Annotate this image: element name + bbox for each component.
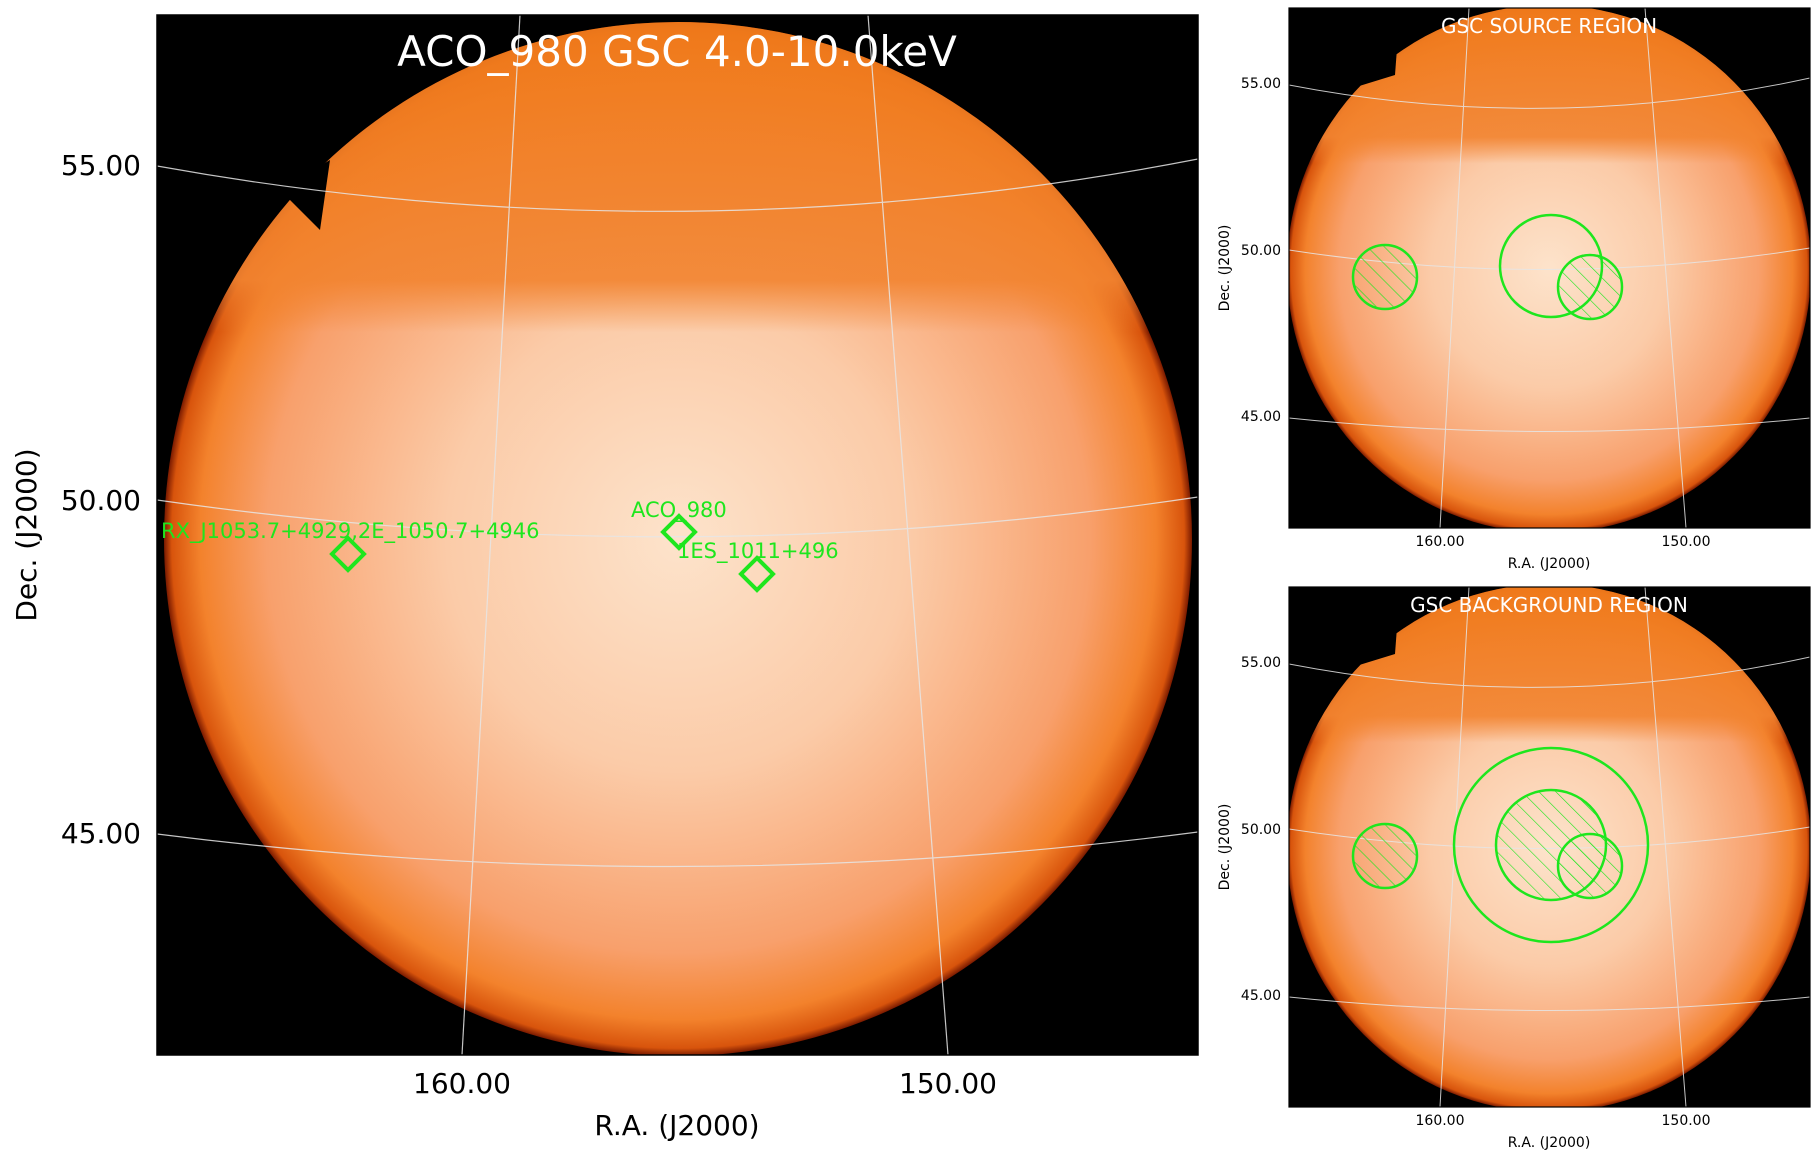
main-x-tick-160: 160.00 [413,1067,511,1100]
source-label-1es: 1ES_1011+496 [677,539,839,564]
main-panel: ACO_980 GSC 4.0-10.0keV RX_J1053.7+4929,… [10,14,1199,1142]
background-x-tick-160: 160.00 [1416,1113,1465,1129]
source-label-rx: RX_J1053.7+4929,2E_1050.7+4946 [161,519,540,544]
main-x-axis-label: R.A. (J2000) [594,1109,759,1142]
source-y-axis-label: Dec. (J2000) [1217,225,1233,312]
main-notch-step [280,160,330,230]
excluded-source-circle-1es [1556,253,1624,321]
source-region-circles [1351,213,1624,321]
main-y-ticks: 55.00 50.00 45.00 [61,149,141,850]
main-x-ticks: 160.00 150.00 [413,1067,997,1100]
main-notch [157,15,345,120]
source-panel-title: GSC SOURCE REGION [1441,14,1657,38]
main-y-tick-55: 55.00 [61,149,141,182]
main-y-tick-45: 45.00 [61,817,141,850]
main-y-axis-label: Dec. (J2000) [10,448,43,621]
main-x-tick-150: 150.00 [899,1067,997,1100]
source-x-tick-150: 150.00 [1662,534,1711,550]
source-markers: RX_J1053.7+4929,2E_1050.7+4946 ACO_980 1… [161,498,839,593]
background-panel-title: GSC BACKGROUND REGION [1410,593,1688,617]
source-label-aco: ACO_980 [631,498,727,523]
background-x-axis-label: R.A. (J2000) [1508,1135,1591,1151]
background-region-circles [1351,746,1650,944]
main-frame [156,14,1199,1056]
excluded-source-circle-rx [1351,243,1419,311]
source-region-panel: GSC SOURCE REGION 55.00 50.00 45.00 160.… [1217,7,1811,572]
source-y-tick-45: 45.00 [1241,409,1281,425]
source-marker-aco [660,513,698,551]
source-marker-rx [329,535,367,573]
excluded-source-circle-rx-bg [1351,822,1419,890]
source-marker-1es [738,555,776,593]
background-y-tick-50: 50.00 [1241,822,1281,838]
main-field-top-band [164,22,1192,1055]
background-x-tick-150: 150.00 [1662,1113,1711,1129]
background-region-panel: GSC BACKGROUND REGION 55.00 50.00 45.00 … [1217,586,1811,1151]
excluded-source-circle-1es-bg [1556,832,1624,900]
main-y-tick-50: 50.00 [61,484,141,517]
source-x-axis-label: R.A. (J2000) [1508,556,1591,572]
source-x-tick-160: 160.00 [1416,534,1465,550]
background-y-tick-55: 55.00 [1241,655,1281,671]
background-y-axis-label: Dec. (J2000) [1217,804,1233,891]
background-annulus-outer [1452,746,1650,944]
source-y-tick-50: 50.00 [1241,243,1281,259]
main-title: ACO_980 GSC 4.0-10.0keV [397,27,957,76]
source-y-tick-55: 55.00 [1241,76,1281,92]
background-y-tick-45: 45.00 [1241,988,1281,1004]
main-coord-grid [157,15,1198,1055]
